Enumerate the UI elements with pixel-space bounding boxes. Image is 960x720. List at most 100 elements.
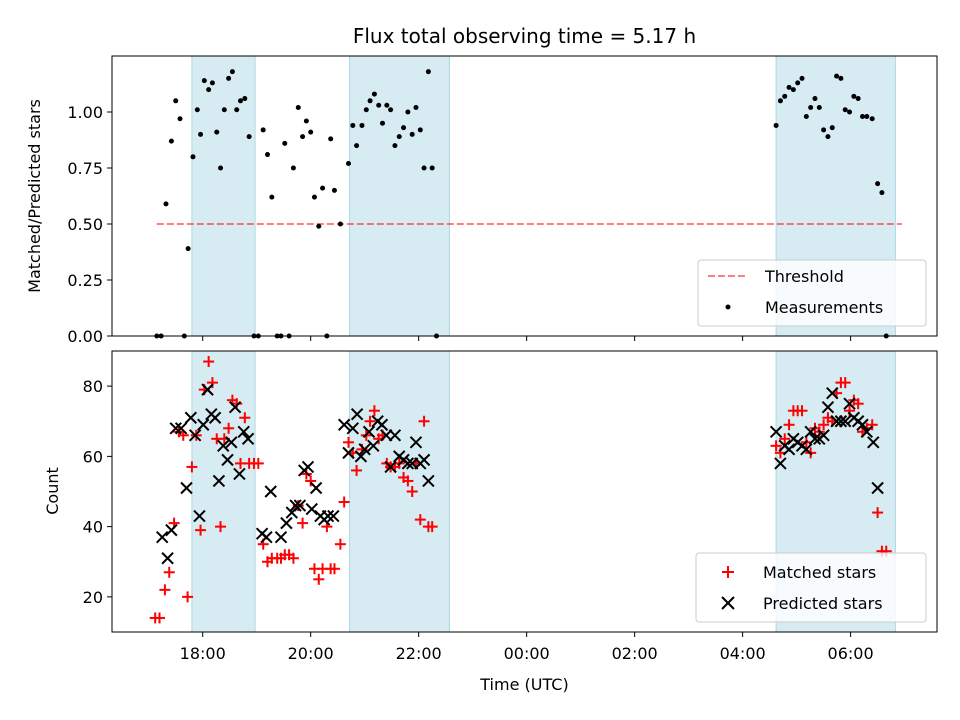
legend-predicted-label: Predicted stars xyxy=(763,594,883,613)
matched-star-marker xyxy=(186,461,198,473)
measurement-point xyxy=(221,107,227,113)
predicted-star-marker xyxy=(856,418,869,431)
predicted-star-marker xyxy=(289,499,302,512)
legend-matched-marker xyxy=(722,566,734,578)
matched-star-marker xyxy=(866,419,878,431)
measurement-point xyxy=(168,138,174,144)
bottom-y-axis-label: Count xyxy=(43,467,62,515)
measurement-point xyxy=(303,118,309,124)
measurement-point xyxy=(229,69,235,75)
predicted-star-marker xyxy=(156,530,169,544)
predicted-star-marker xyxy=(774,457,787,470)
observing-window-1 xyxy=(191,55,256,337)
measurement-point xyxy=(311,194,317,200)
measurement-point xyxy=(812,96,818,102)
matched-star-marker xyxy=(426,521,438,533)
predicted-star-marker xyxy=(260,530,273,544)
measurement-point xyxy=(376,102,382,108)
measurement-point xyxy=(388,107,394,113)
matched-star-marker xyxy=(839,377,851,389)
predicted-star-marker xyxy=(346,422,360,435)
matched-star-marker xyxy=(305,475,317,487)
measurement-point xyxy=(350,122,356,128)
predicted-star-marker xyxy=(804,425,817,438)
measurement-point xyxy=(799,75,805,81)
measurement-point xyxy=(777,98,783,104)
predicted-star-marker xyxy=(225,436,238,449)
x-axis-label: Time (UTC) xyxy=(479,675,568,694)
matched-star-marker xyxy=(418,415,430,427)
x-tick-label: 20:00 xyxy=(288,644,334,663)
bottom-y-ticks: 20 40 60 80 xyxy=(83,377,112,607)
measurement-point xyxy=(392,143,398,149)
predicted-star-marker xyxy=(808,432,822,446)
measurement-point xyxy=(842,107,848,113)
matched-star-marker xyxy=(328,563,340,575)
matched-star-marker xyxy=(414,514,426,526)
matched-star-marker xyxy=(239,412,251,424)
measurement-point xyxy=(354,143,360,149)
predicted-star-marker xyxy=(188,429,202,442)
top-y-tick-label: 0.75 xyxy=(67,159,103,178)
matched-star-marker xyxy=(406,486,418,497)
top-y-tick-label: 0.25 xyxy=(67,271,103,290)
matched-star-marker xyxy=(872,507,884,519)
predicted-star-marker xyxy=(228,400,242,414)
observing-window-1 xyxy=(191,350,256,633)
measurement-point xyxy=(834,73,840,79)
measurement-point xyxy=(337,221,343,227)
measurement-point xyxy=(421,165,427,171)
predicted-star-marker xyxy=(800,443,813,456)
measurement-point xyxy=(173,98,179,104)
measurement-point xyxy=(875,181,881,187)
matched-star-marker xyxy=(852,398,864,410)
predicted-star-marker xyxy=(417,453,431,467)
matched-star-marker xyxy=(351,464,363,476)
predicted-star-marker xyxy=(321,509,335,523)
predicted-star-marker xyxy=(180,481,193,495)
observing-window-2 xyxy=(349,55,450,337)
predicted-star-marker xyxy=(362,425,376,438)
predicted-star-marker xyxy=(221,453,234,467)
measurement-point xyxy=(295,105,301,111)
matched-star-marker xyxy=(287,552,299,564)
matched-star-marker xyxy=(796,405,808,417)
x-tick-label: 04:00 xyxy=(720,644,766,663)
matched-star-marker xyxy=(203,356,215,368)
bottom-y-tick-label: 60 xyxy=(83,447,103,466)
predicted-star-marker xyxy=(274,530,288,544)
measurement-point xyxy=(417,127,423,133)
predicted-star-marker xyxy=(184,411,198,424)
measurement-point xyxy=(380,120,386,126)
top-measurement-points xyxy=(154,69,889,339)
measurement-point xyxy=(384,102,390,108)
measurement-point xyxy=(363,107,369,113)
predicted-star-marker xyxy=(301,460,315,474)
matched-star-marker xyxy=(779,433,791,445)
measurement-point xyxy=(328,136,334,142)
bottom-y-tick-label: 20 xyxy=(83,588,103,607)
measurement-point xyxy=(855,96,861,102)
matched-star-marker xyxy=(368,405,380,417)
predicted-star-marker xyxy=(241,432,255,446)
legend-predicted-marker xyxy=(721,596,735,610)
measurement-point xyxy=(163,201,169,207)
legend-matched-label: Matched stars xyxy=(763,563,876,582)
predicted-star-marker xyxy=(161,552,174,565)
measurement-point xyxy=(282,140,288,146)
measurement-point xyxy=(198,131,204,137)
matched-star-marker xyxy=(163,566,175,578)
predicted-star-marker xyxy=(309,481,323,495)
top-y-axis-label: Matched/Predicted stars xyxy=(25,99,44,293)
matched-star-marker xyxy=(231,398,243,410)
matched-star-marker xyxy=(770,440,782,452)
x-tick-label: 22:00 xyxy=(396,644,442,663)
measurement-point xyxy=(795,80,801,86)
matched-star-marker xyxy=(195,524,207,536)
measurement-point xyxy=(409,131,415,137)
top-axes-frame xyxy=(111,55,938,337)
measurement-point xyxy=(246,134,252,140)
measurement-point xyxy=(782,93,788,99)
matched-star-marker xyxy=(215,521,227,533)
predicted-star-marker xyxy=(422,474,435,488)
